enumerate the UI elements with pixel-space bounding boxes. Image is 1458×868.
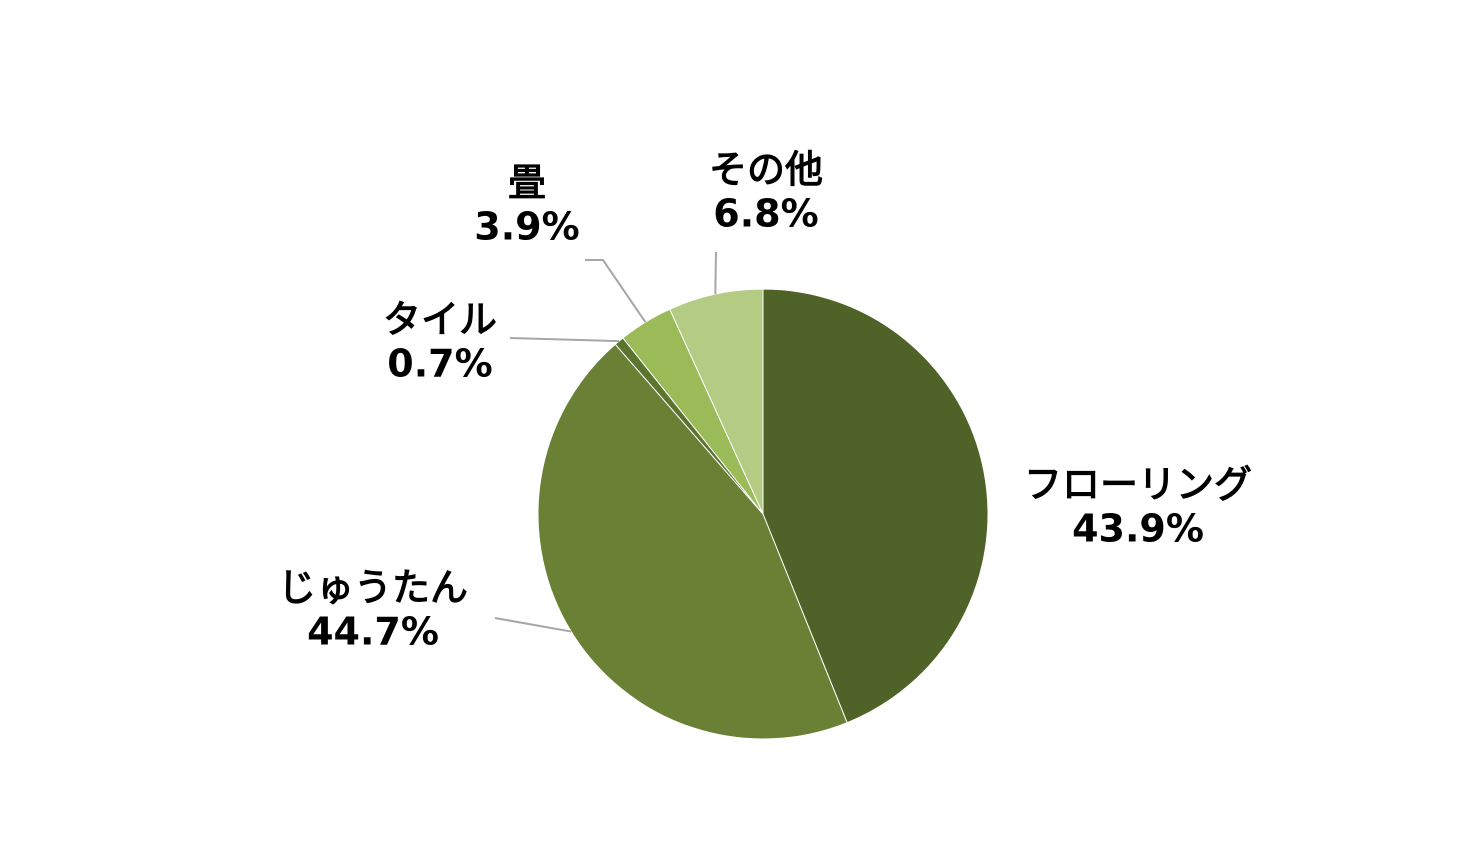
leader-line [714,251,717,295]
pie-slice [762,288,989,724]
slice-value-label: 44.7% [307,610,439,654]
pie-slice [537,343,848,740]
leader-line [494,617,572,633]
leader-line [509,337,620,343]
slice-label: その他 [709,148,823,192]
slice-label: じゅうたん [278,566,468,610]
slice-label: フローリング [1024,463,1252,507]
slice-value-label: 6.8% [713,192,818,236]
slice-value-label: 0.7% [387,342,492,386]
slice-label: タイル [383,298,497,342]
slice-label: 畳 [508,161,546,205]
slice-value-label: 3.9% [474,205,579,249]
slice-value-label: 43.9% [1072,507,1204,551]
leader-line [585,259,647,323]
